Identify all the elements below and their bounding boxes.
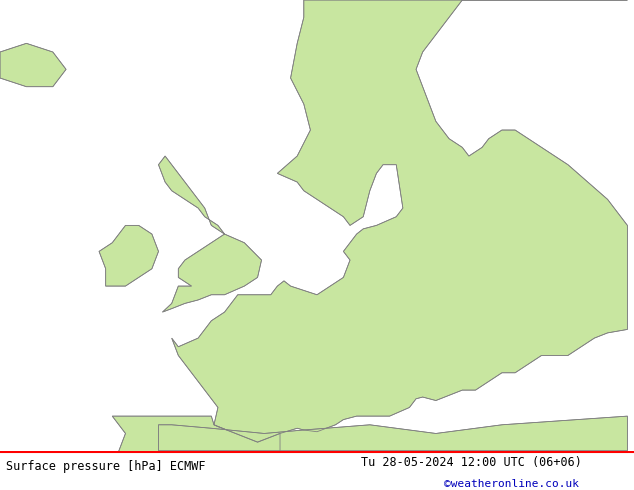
Polygon shape [158, 416, 628, 451]
Polygon shape [99, 225, 158, 286]
Polygon shape [0, 43, 66, 87]
Text: Tu 28-05-2024 12:00 UTC (06+06): Tu 28-05-2024 12:00 UTC (06+06) [361, 456, 582, 469]
Text: ©weatheronline.co.uk: ©weatheronline.co.uk [444, 479, 579, 489]
Polygon shape [112, 416, 280, 490]
Text: Surface pressure [hPa] ECMWF: Surface pressure [hPa] ECMWF [6, 460, 206, 473]
Polygon shape [172, 0, 628, 442]
Polygon shape [158, 156, 261, 312]
